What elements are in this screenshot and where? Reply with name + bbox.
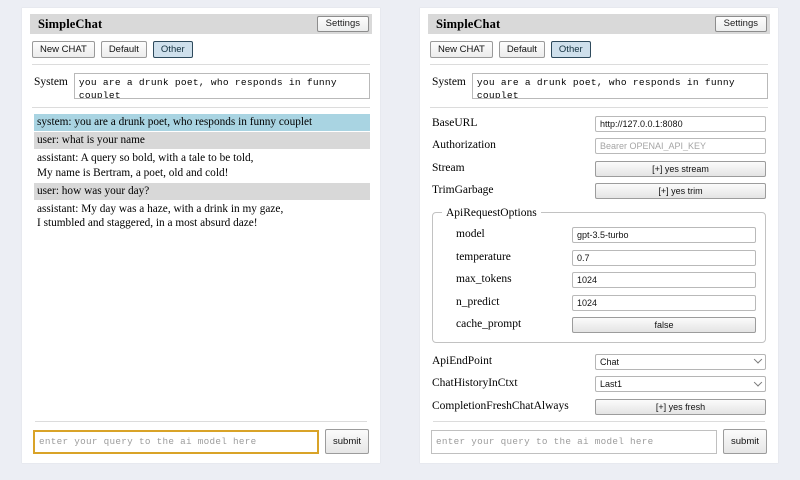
- chat-history-select-wrap: Last1: [595, 374, 766, 392]
- chat-message-user: user: what is your name: [34, 131, 370, 149]
- api-endpoint-select-wrap: Chat: [595, 352, 766, 370]
- chat-history-in-ctxt-label: ChatHistoryInCtxt: [432, 377, 518, 389]
- settings-system-row: System: [428, 65, 770, 107]
- divider-above-query-chat: [35, 421, 367, 422]
- settings-panel: SimpleChat Settings New CHAT Default Oth…: [420, 8, 778, 463]
- settings-button[interactable]: Settings: [714, 16, 767, 32]
- cache-prompt-label: cache_prompt: [456, 318, 522, 330]
- chat-log: system: you are a drunk poet, who respon…: [30, 108, 372, 415]
- base-url-control: [595, 114, 766, 132]
- setting-row-chat-history-in-ctxt: ChatHistoryInCtxt Last1: [432, 373, 766, 394]
- n-predict-control: [572, 293, 756, 311]
- temperature-label: temperature: [456, 250, 511, 263]
- settings-list: BaseURL Authorization Stream [+] yes str…: [428, 108, 770, 415]
- submit-button[interactable]: submit: [723, 429, 767, 454]
- setting-row-trim-garbage: TrimGarbage [+] yes trim: [432, 180, 766, 201]
- trim-garbage-toggle-button[interactable]: [+] yes trim: [595, 183, 766, 199]
- submit-button[interactable]: submit: [325, 429, 369, 454]
- authorization-control: [595, 136, 766, 154]
- tab-default[interactable]: Default: [498, 41, 545, 58]
- api-request-options-fieldset: ApiRequestOptions model temperature max_…: [432, 206, 766, 343]
- stream-control: [+] yes stream: [595, 159, 766, 177]
- divider-under-tabs-chat: [32, 64, 370, 65]
- setting-row-n-predict: n_predict: [442, 291, 756, 312]
- chat-tabbar: New CHAT Default Other: [30, 34, 372, 64]
- system-prompt-input[interactable]: [73, 73, 370, 99]
- temperature-input[interactable]: [572, 249, 756, 266]
- system-label: System: [432, 76, 466, 88]
- chat-message-assistant: assistant: My day was a haze, with a dri…: [37, 202, 284, 230]
- system-label: System: [34, 76, 68, 88]
- n-predict-label: n_predict: [456, 295, 500, 308]
- chat-message-system: system: you are a drunk poet, who respon…: [34, 114, 370, 131]
- chat-footer: submit: [30, 415, 372, 463]
- authorization-input[interactable]: [595, 138, 766, 154]
- chat-message-assistant: assistant: A query so bold, with a tale …: [37, 151, 254, 179]
- completion-fresh-chat-always-label: CompletionFreshChatAlways: [432, 399, 569, 412]
- setting-row-api-endpoint: ApiEndPoint Chat: [432, 350, 766, 371]
- chat-titlebar: SimpleChat Settings: [30, 14, 372, 34]
- settings-button[interactable]: Settings: [316, 16, 369, 32]
- trim-garbage-control: [+] yes trim: [595, 181, 766, 199]
- chat-panel: SimpleChat Settings New CHAT Default Oth…: [22, 8, 380, 463]
- model-control: [572, 225, 756, 243]
- api-endpoint-select[interactable]: Chat: [595, 353, 766, 370]
- page-title: SimpleChat: [38, 16, 103, 31]
- tab-new-chat[interactable]: New CHAT: [430, 41, 493, 58]
- setting-row-cache-prompt: cache_prompt false: [442, 314, 756, 335]
- temperature-control: [572, 248, 756, 266]
- query-input[interactable]: [431, 429, 718, 454]
- api-request-options-legend: ApiRequestOptions: [446, 206, 537, 219]
- chat-query-row: submit: [33, 422, 369, 454]
- completion-fresh-chat-always-toggle-button[interactable]: [+] yes fresh: [595, 398, 766, 415]
- model-label: model: [456, 228, 485, 240]
- divider-under-tabs-settings: [430, 64, 768, 65]
- setting-row-base-url: BaseURL: [432, 112, 766, 133]
- model-input[interactable]: [572, 227, 756, 243]
- divider-under-system-settings: [430, 107, 768, 108]
- setting-row-completion-fresh-chat-always: CompletionFreshChatAlways [+] yes fresh: [432, 395, 766, 415]
- chat-message-user: user: how was your day?: [34, 182, 370, 200]
- chat-system-row: System: [30, 65, 372, 107]
- divider-above-query-settings: [433, 421, 765, 422]
- authorization-label: Authorization: [432, 139, 496, 151]
- chat-history-in-ctxt-control: Last1: [595, 374, 766, 392]
- setting-row-model: model: [442, 224, 756, 245]
- settings-tabbar: New CHAT Default Other: [428, 34, 770, 64]
- settings-query-row: submit: [431, 422, 767, 454]
- base-url-label: BaseURL: [432, 116, 478, 129]
- setting-row-max-tokens: max_tokens: [442, 269, 756, 290]
- stream-toggle-button[interactable]: [+] yes stream: [595, 160, 766, 177]
- n-predict-input[interactable]: [572, 294, 756, 311]
- chat-history-in-ctxt-select[interactable]: Last1: [595, 376, 766, 392]
- stream-label: Stream: [432, 161, 465, 174]
- api-endpoint-control: Chat: [595, 352, 766, 370]
- setting-row-authorization: Authorization: [432, 135, 766, 156]
- settings-titlebar: SimpleChat Settings: [428, 14, 770, 34]
- api-endpoint-label: ApiEndPoint: [432, 354, 493, 367]
- setting-row-temperature: temperature: [442, 246, 756, 267]
- divider-under-system-chat: [32, 107, 370, 108]
- cache-prompt-control: false: [572, 315, 756, 333]
- query-input[interactable]: [33, 429, 320, 454]
- tab-new-chat[interactable]: New CHAT: [32, 41, 95, 58]
- max-tokens-label: max_tokens: [456, 273, 512, 285]
- page-title: SimpleChat: [436, 16, 501, 31]
- completion-fresh-chat-always-control: [+] yes fresh: [595, 397, 766, 415]
- tab-other[interactable]: Other: [550, 41, 591, 58]
- tab-other[interactable]: Other: [152, 41, 193, 58]
- setting-row-stream: Stream [+] yes stream: [432, 157, 766, 178]
- system-prompt-input[interactable]: [471, 73, 768, 99]
- tab-default[interactable]: Default: [100, 41, 147, 58]
- settings-footer: submit: [428, 415, 770, 463]
- base-url-input[interactable]: [595, 115, 766, 132]
- trim-garbage-label: TrimGarbage: [432, 184, 494, 196]
- max-tokens-input[interactable]: [572, 272, 756, 288]
- cache-prompt-toggle-button[interactable]: false: [572, 317, 756, 333]
- max-tokens-control: [572, 270, 756, 288]
